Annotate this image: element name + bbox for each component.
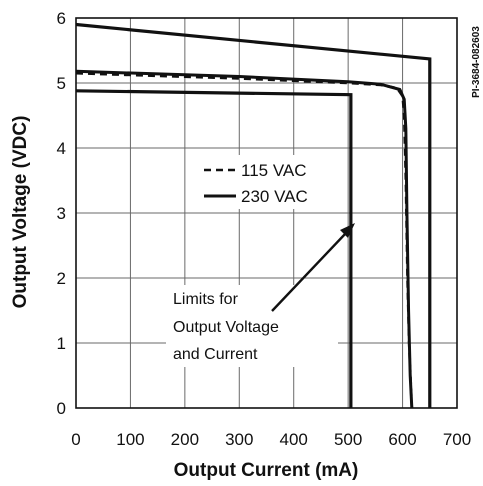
y-tick-label-3: 3 bbox=[57, 204, 66, 223]
x-tick-label-500: 500 bbox=[334, 430, 362, 449]
y-tick-label-0: 0 bbox=[57, 399, 66, 418]
x-tick-label-200: 200 bbox=[171, 430, 199, 449]
x-tick-label-700: 700 bbox=[443, 430, 471, 449]
y-tick-labels: 0 1 2 3 4 5 6 bbox=[57, 9, 66, 418]
x-tick-label-300: 300 bbox=[225, 430, 253, 449]
series-line-230-vac bbox=[75, 69, 414, 409]
x-axis-title: Output Current (mA) bbox=[174, 460, 359, 481]
y-axis-title: Output Voltage (VDC) bbox=[10, 116, 31, 309]
annotation: Limits for Output Voltage and Current bbox=[166, 223, 355, 367]
figure-code: PI-3684-082603 bbox=[471, 26, 482, 98]
y-tick-label-1: 1 bbox=[57, 334, 66, 353]
annotation-background bbox=[166, 285, 338, 367]
annotation-arrow-line bbox=[271, 232, 347, 312]
x-tick-label-600: 600 bbox=[388, 430, 416, 449]
annotation-line-1: Limits for bbox=[173, 291, 239, 308]
x-tick-label-0: 0 bbox=[71, 430, 80, 449]
plot-frame bbox=[75, 17, 458, 409]
x-tick-label-100: 100 bbox=[116, 430, 144, 449]
limit-line-upper bbox=[75, 22, 432, 408]
series-curves bbox=[75, 69, 414, 409]
annotation-line-3: and Current bbox=[173, 346, 258, 363]
x-tick-label-400: 400 bbox=[280, 430, 308, 449]
legend-label-115vac: 115 VAC bbox=[241, 161, 307, 180]
legend-label-230vac: 230 VAC bbox=[241, 187, 308, 206]
limit-lines bbox=[75, 22, 432, 408]
legend-background bbox=[198, 155, 336, 209]
y-tick-label-5: 5 bbox=[57, 74, 66, 93]
annotation-line-2: Output Voltage bbox=[173, 319, 279, 336]
x-tick-labels: 0 100 200 300 400 500 600 700 bbox=[71, 430, 471, 449]
y-tick-label-4: 4 bbox=[57, 139, 66, 158]
limit-line-lower bbox=[75, 89, 353, 408]
legend: 115 VAC 230 VAC bbox=[198, 155, 336, 209]
y-tick-label-6: 6 bbox=[57, 9, 66, 28]
plot-border bbox=[75, 17, 458, 409]
annotation-arrowhead bbox=[340, 223, 355, 238]
y-tick-label-2: 2 bbox=[57, 269, 66, 288]
